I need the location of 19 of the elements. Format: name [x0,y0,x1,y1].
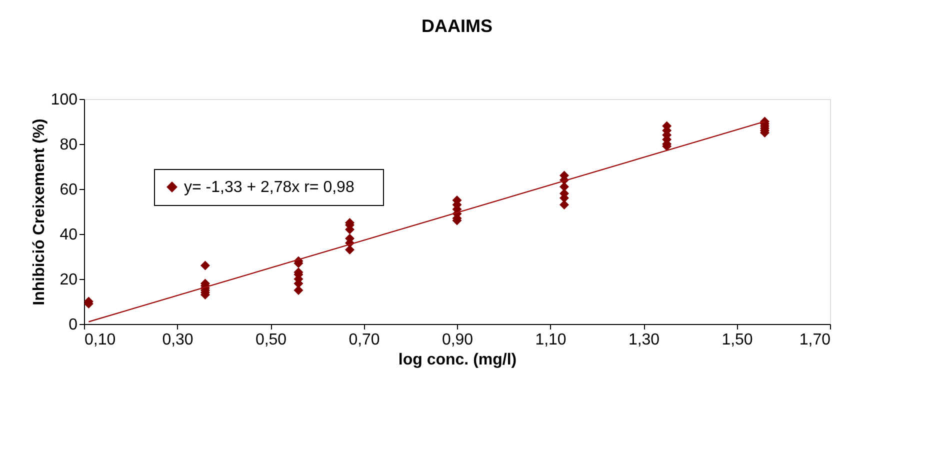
x-tick-label: 0,70 [348,332,380,348]
y-tick-label: 80 [60,136,78,154]
x-tick-label: 0,50 [255,332,287,348]
y-tick-label: 40 [60,226,78,244]
y-tick-label: 0 [68,316,78,334]
chart-title: DAAIMS [422,16,492,36]
x-tick-label: 1,30 [628,332,660,348]
y-tick-label: 100 [50,92,78,108]
x-tick-label: 0,90 [442,332,474,348]
y-tick-label: 60 [60,182,78,198]
y-tick-label: 20 [60,272,78,288]
y-axis-title: Inhibició Creixement (%) [30,118,48,306]
x-axis-title: log conc. (mg/l) [398,352,517,368]
x-tick-label: 0,10 [84,332,116,348]
x-tick-label: 1,10 [535,332,566,348]
legend-label: y= -1,33 + 2,78x r= 0,98 [184,179,354,196]
x-tick-label: 1,50 [722,332,753,348]
x-tick-label: 0,30 [162,332,194,348]
x-tick-label: 1,70 [799,332,831,348]
